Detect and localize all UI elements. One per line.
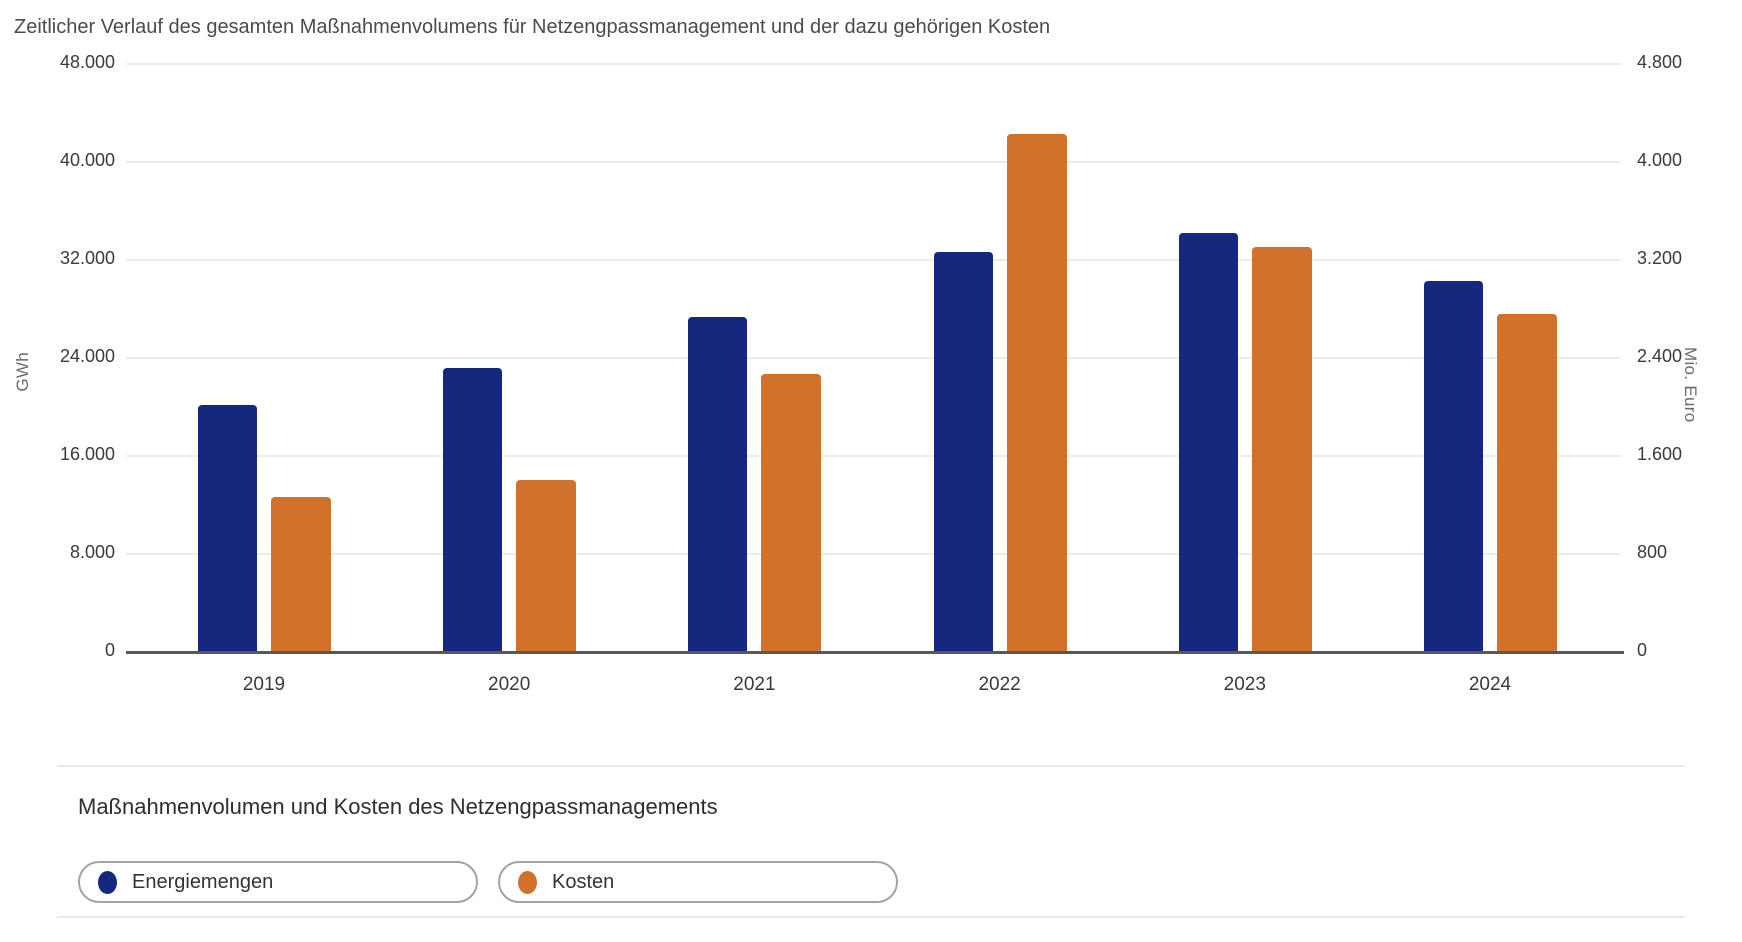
left-axis-unit: GWh (13, 352, 32, 392)
chart-title: Zeitlicher Verlauf des gesamten Maßnahme… (14, 16, 1051, 38)
x-axis-label-2021: 2021 (733, 674, 776, 695)
y-axis-tick-left: 40.000 (59, 150, 115, 170)
x-axis-label-2024: 2024 (1468, 674, 1512, 695)
bar-energiemengen-2022[interactable] (933, 251, 993, 651)
x-axis-label-2023: 2023 (1223, 674, 1266, 695)
kosten-dot-icon (518, 870, 537, 894)
y-axis-tick-right: 3.200 (1637, 248, 1683, 268)
gridline (126, 259, 1621, 261)
right-axis-unit: Mio. Euro (1681, 347, 1700, 423)
x-axis-label-2022: 2022 (978, 674, 1021, 695)
y-axis-tick-right: 0 (1637, 640, 1648, 660)
gridline (126, 553, 1621, 555)
gridline (126, 357, 1621, 359)
bar-energiemengen-2023[interactable] (1178, 233, 1238, 651)
legend-heading: Maßnahmenvolumen und Kosten des Netzengp… (78, 794, 718, 819)
legend-item-kosten[interactable]: Kosten (498, 861, 898, 903)
gridline (126, 161, 1621, 163)
energiemengen-dot-icon (98, 870, 117, 894)
y-axis-tick-left: 0 (104, 640, 115, 660)
bar-energiemengen-2020[interactable] (443, 368, 503, 651)
bar-kosten-2024[interactable] (1497, 314, 1557, 651)
gridline (126, 63, 1621, 65)
bar-energiemengen-2019[interactable] (198, 404, 257, 651)
x-axis-label-2019: 2019 (242, 674, 286, 695)
legend-item-energiemengen[interactable]: Energiemengen (78, 861, 478, 903)
y-axis-tick-right: 4.800 (1637, 52, 1683, 72)
divider (57, 765, 1685, 767)
bar-kosten-2020[interactable] (516, 479, 577, 651)
y-axis-tick-right: 2.400 (1637, 346, 1683, 366)
y-axis-tick-left: 8.000 (69, 542, 115, 562)
bar-energiemengen-2024[interactable] (1424, 281, 1483, 651)
x-axis-label-2020: 2020 (488, 674, 531, 695)
y-axis-tick-left: 16.000 (59, 444, 115, 464)
y-axis-tick-left: 24.000 (59, 346, 115, 366)
y-axis-tick-right: 1.600 (1637, 444, 1683, 464)
y-axis-tick-left: 32.000 (59, 248, 115, 268)
bar-kosten-2019[interactable] (271, 496, 331, 651)
x-axis-line (126, 651, 1624, 654)
bar-chart: 48.000 4.800 40.000 4.000 32.000 3.200 24.000 2… (13, 52, 1700, 695)
bar-kosten-2021[interactable] (761, 374, 822, 651)
y-axis-tick-right: 4.000 (1637, 150, 1683, 170)
bar-energiemengen-2021[interactable] (688, 316, 748, 651)
bar-kosten-2023[interactable] (1251, 246, 1312, 651)
divider (57, 916, 1685, 918)
legend-label: Energiemengen (132, 870, 274, 893)
y-axis-tick-right: 800 (1637, 542, 1668, 562)
bar-kosten-2022[interactable] (1006, 134, 1067, 651)
gridline (126, 455, 1621, 457)
y-axis-tick-left: 48.000 (59, 52, 115, 72)
legend-label: Kosten (552, 870, 615, 893)
